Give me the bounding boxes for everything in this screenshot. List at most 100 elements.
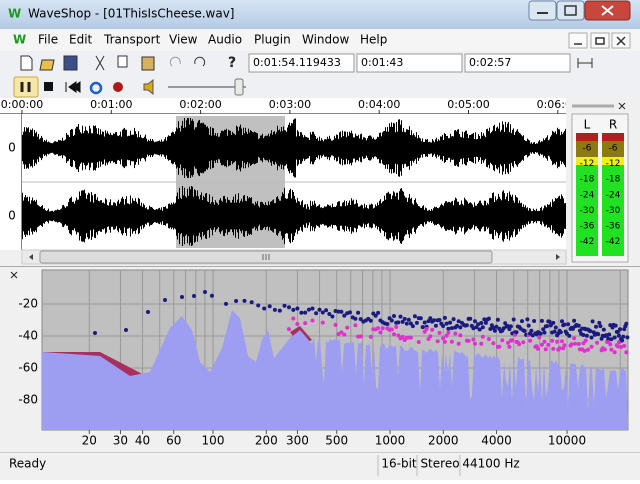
spectrum-dot [491,341,496,346]
spectrum-dot [539,318,544,323]
spectrum-dot [473,319,477,324]
spectrum-dot [483,320,488,325]
spectrum-dot [446,326,451,331]
cut-icon[interactable] [95,55,105,71]
ruler-label: 0:01:00 [90,98,132,111]
spectrum-dot [356,310,361,315]
spectrum-dot [546,342,551,347]
volume-thumb[interactable] [234,78,244,96]
spectrum-dot [474,325,479,330]
paste-icon[interactable] [141,56,155,71]
spectrum-dot [453,331,458,336]
menu-item[interactable]: Edit [69,33,93,47]
spectrum-dot [306,307,311,312]
spectrum-dot [291,307,296,312]
menu-item[interactable]: View [169,33,198,47]
time-field[interactable] [464,53,571,73]
pause-button[interactable] [13,76,39,98]
app-icon: W [8,7,21,21]
spectrum-dot [551,320,556,325]
menu-item[interactable]: Window [302,33,350,47]
spectrum-dot [373,313,378,318]
spectrum-dot [396,320,401,325]
time-field[interactable] [356,53,463,73]
fit-icon[interactable] [577,58,593,68]
spectrum-dot [609,347,614,352]
spectrum-dot [596,332,601,337]
menu-item[interactable]: Plugin [254,33,291,47]
meter-scale: -42 [606,237,621,247]
spectrum-dot [508,324,513,329]
volume-icon[interactable] [143,78,154,96]
spectrum-dot [602,347,607,352]
new-icon[interactable] [20,55,33,71]
spectrum-dot [536,346,540,351]
open-icon[interactable] [39,59,55,71]
spectrum-dot [203,290,207,294]
spectrum-dot [619,345,624,349]
spectrum-dot [572,318,577,323]
mdi-minimize[interactable] [568,32,588,49]
spectrum-dot [414,320,419,325]
mdi-restore[interactable] [590,32,610,49]
spectrum-dot [310,306,315,311]
ruler-label: 0:04:00 [358,98,400,111]
spectrum-dot [234,299,239,303]
spectrum-dot [433,323,438,328]
menu-item[interactable]: File [38,33,58,47]
transport-toolbar [0,76,640,98]
menu-item[interactable]: Transport [103,33,161,47]
spectrum-dot [378,330,383,335]
meter-channel: L [584,118,591,132]
copy-icon[interactable] [117,55,128,68]
undo-icon[interactable] [169,56,181,67]
spectrum-dot [500,338,505,343]
spectrum-dot [609,337,614,342]
stop-button[interactable] [44,82,53,91]
meter-scale: -12 [580,159,595,169]
x-tick-label: 100 [202,434,225,448]
spectrum-dot [442,339,447,344]
y-tick-label: -40 [18,329,38,343]
spectrum-dot [542,330,547,335]
spectrum-dot [480,334,485,339]
meter-close[interactable] [618,102,626,110]
maximize-button[interactable] [556,0,585,21]
spectrum-dot [324,308,329,313]
spectrum-dot [272,307,277,312]
spectrum-dot [458,333,463,338]
spectrum-close[interactable] [10,271,18,279]
spectrum-dot [210,293,214,298]
spectrum-dot [320,320,325,325]
spectrum-dot [408,335,413,340]
rewind-button[interactable] [65,81,81,93]
meter-scale: -18 [580,175,595,185]
save-icon[interactable] [63,55,78,71]
time-field[interactable] [248,53,355,73]
time-field-text: 0:01:43 [361,56,403,69]
loop-button[interactable] [89,81,103,95]
meter-segment [602,157,624,165]
spectrum-dot [471,337,476,342]
spectrum-dot [314,311,319,316]
spectrum-dot [606,336,611,341]
record-button[interactable] [113,82,123,92]
y-tick-label: -20 [18,297,38,311]
redo-icon[interactable] [194,56,206,67]
menu-item[interactable]: Audio [208,33,242,47]
spectrum-dot [330,314,335,319]
spectrum-dot [317,307,322,312]
spectrum-dot [621,334,626,339]
spectrum-dot [607,332,612,337]
spectrum-dot [473,341,477,346]
spectrum-dot [526,323,531,328]
spectrum-dot [287,327,291,332]
spectrum-dot [441,336,446,341]
x-tick-label: 500 [325,434,348,448]
spectrum-dot [389,327,394,332]
menu-item[interactable]: Help [360,33,387,47]
minimize-button[interactable] [528,0,557,21]
spectrum-dot [620,338,625,343]
help-icon[interactable]: ? [228,55,236,71]
